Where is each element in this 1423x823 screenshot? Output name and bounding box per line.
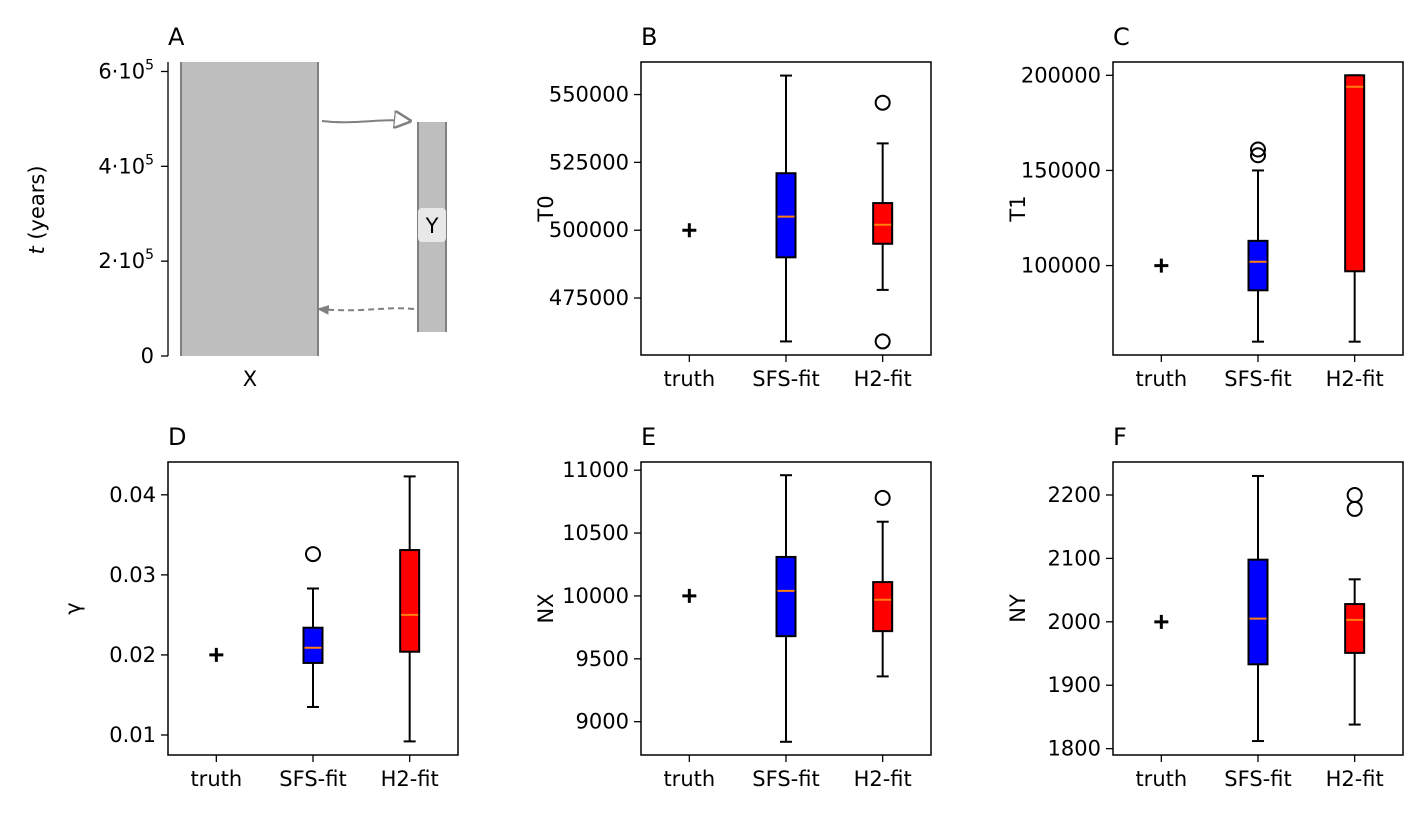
y-tick-label: 200000 [1021,63,1101,87]
y-tick-label: 550000 [549,83,629,107]
y-axis-label: NX [534,593,558,623]
y-tick-label: 6·105 [98,57,154,83]
y-tick-label: 1800 [1048,737,1101,761]
y-tick-label: 500000 [549,218,629,242]
y-tick-label: 10500 [562,521,629,545]
y-tick-label: 2100 [1048,546,1101,570]
h2-fit-outlier [874,94,891,111]
y-axis-label: T0 [534,195,558,222]
h2-fit-outlier [1346,486,1363,503]
y-axis-label: t (years) [25,165,49,254]
sfs-fit-outlier [1250,141,1266,158]
y-tick-label: 0.04 [109,483,156,507]
truth-marker [209,647,224,662]
y-tick-label: 0.02 [109,643,156,667]
split-arrow [321,120,410,122]
h2-fit-box [1344,603,1366,654]
h2-fit-box [1344,74,1366,273]
y-tick-label: 1900 [1048,673,1101,697]
boxplot-panel-b: B T0 475000 500000 525000 550000 truth SFS-fit H… [534,23,932,391]
y-tick-label: 2000 [1048,610,1101,634]
axes-frame [640,61,932,356]
boxplot-panel-f: F NY 1800 1900 2000 2100 2200 truth SFS-fit H2-fi… [1006,423,1404,791]
h2-fit-outlier [874,489,891,506]
x-tick-label: H2-fit [854,767,912,791]
axes-frame [1112,61,1404,356]
axes-frame [167,461,459,756]
y-tick-label: 10000 [562,584,629,608]
population-x-box [181,62,318,356]
truth-marker [1154,614,1169,629]
axes-frame [1112,461,1404,756]
y-axis-label: γ [61,602,85,614]
y-tick-label: 2200 [1048,483,1101,507]
x-tick-label: H2-fit [1326,767,1384,791]
demography-panel: A t (years) 0 2·105 4·105 6·105 Y X [25,23,447,391]
y-tick-label: 525000 [549,150,629,174]
x-tick-label: truth [1135,367,1187,391]
sfs-fit-box [775,172,797,259]
x-tick-label: SFS-fit [1224,367,1291,391]
boxplot-panel-e: E NX 9000 9500 10000 10500 11000 truth SFS-fit H2… [534,423,932,791]
x-tick-label: X [243,367,257,391]
x-tick-label: truth [663,367,715,391]
x-tick-label: truth [663,767,715,791]
panel-label: B [641,23,657,51]
sfs-fit-box [1247,239,1269,292]
h2-fit-box [399,549,421,653]
sfs-fit-box [302,626,324,664]
y-tick-label: 150000 [1021,158,1101,182]
y-tick-label: 100000 [1021,254,1101,278]
sfs-fit-outlier [305,546,321,563]
panel-label: A [168,23,185,51]
h2-fit-box [872,202,894,245]
x-tick-label: truth [1135,767,1187,791]
y-tick-label: 0.03 [109,563,156,587]
boxplot-panels: B T0 475000 500000 525000 550000 truth SFS-fit H… [61,23,1404,791]
y-ticks: 0 2·105 4·105 6·105 [98,57,168,368]
truth-marker [682,588,697,603]
truth-marker [682,223,697,238]
y-tick-label: 11000 [562,458,629,482]
x-tick-label: SFS-fit [1224,767,1291,791]
panel-label: C [1113,23,1130,51]
x-tick-label: SFS-fit [752,367,819,391]
panel-label: F [1113,423,1127,451]
sfs-fit-box [775,555,797,638]
y-tick-label: 9500 [576,647,629,671]
sfs-fit-outlier [1250,147,1266,164]
y-tick-label: 4·105 [98,152,154,178]
x-tick-label: SFS-fit [752,767,819,791]
y-tick-label: 9000 [576,710,629,734]
y-axis-label: T1 [1006,195,1030,222]
population-y-label-box [418,208,446,242]
boxplot-panel-c: C T1 100000 150000 200000 truth SFS-fit H2-fit [1006,23,1404,391]
truth-marker [1154,258,1169,273]
y-axis-label: NY [1006,594,1030,623]
x-tick-label: truth [190,767,242,791]
panel-label: D [168,423,186,451]
x-tick-label: H2-fit [854,367,912,391]
y-tick-label: 475000 [549,286,629,310]
boxplot-panel-d: Dγ 0.01 0.02 0.03 0.04 truth SFS-fit H2-fit [61,423,459,791]
x-tick-label: SFS-fit [279,767,346,791]
y-tick-label: 0 [141,344,154,368]
panel-label: E [641,423,656,451]
h2-fit-outlier [1346,500,1363,517]
h2-fit-outlier [874,333,891,350]
sfs-fit-box [1247,558,1269,666]
axes-frame [640,461,932,756]
x-tick-label: H2-fit [1326,367,1384,391]
y-tick-label: 2·105 [98,247,154,273]
population-y-label: Y [425,214,439,238]
x-tick-label: H2-fit [381,767,439,791]
y-tick-label: 0.01 [109,723,156,747]
h2-fit-box [872,581,894,633]
migration-arrow [316,305,415,315]
